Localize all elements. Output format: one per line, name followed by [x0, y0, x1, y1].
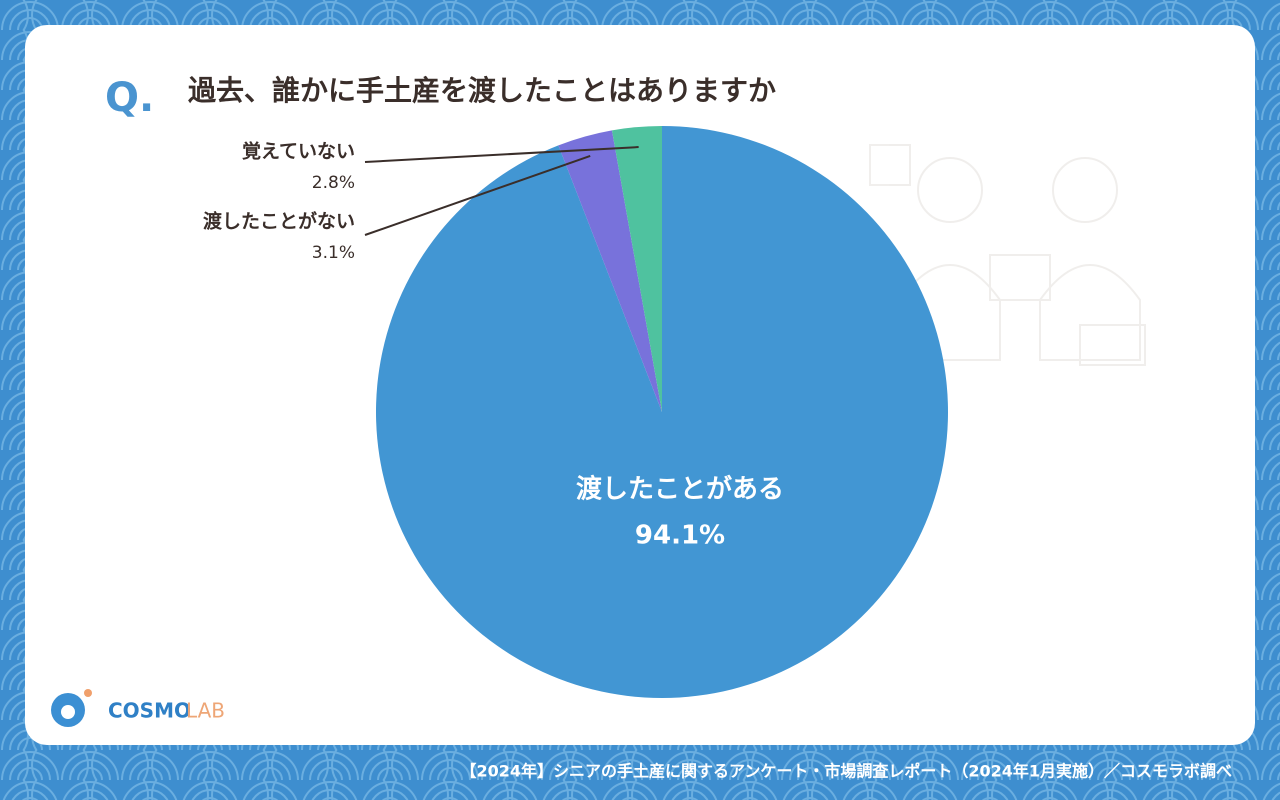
chart-title: 過去、誰かに手土産を渡したことはありますか: [188, 74, 776, 107]
leader-line: [364, 146, 639, 163]
decorative-illustration: [869, 144, 1146, 366]
slice-label: 覚えていない: [242, 140, 355, 163]
logo-text: LAB: [186, 699, 225, 723]
source-note: 【2024年】シニアの手土産に関するアンケート・市場調査レポート（2024年1月…: [460, 762, 1232, 781]
value-label: 2.8%: [312, 173, 355, 193]
logo-icon: [84, 689, 92, 697]
value-label: 3.1%: [312, 243, 355, 263]
question-marker: Q.: [105, 75, 154, 121]
pie-slice: [611, 126, 662, 412]
value-label: 94.1%: [635, 521, 725, 551]
slice-label: 渡したことがある: [576, 474, 784, 505]
logo-icon: [61, 705, 75, 719]
leader-line: [364, 154, 591, 236]
slice-label: 渡したことがない: [203, 210, 355, 233]
logo: COSMO LAB: [51, 689, 225, 727]
logo-text: COSMO: [108, 699, 191, 723]
pie-slice: [558, 130, 662, 412]
